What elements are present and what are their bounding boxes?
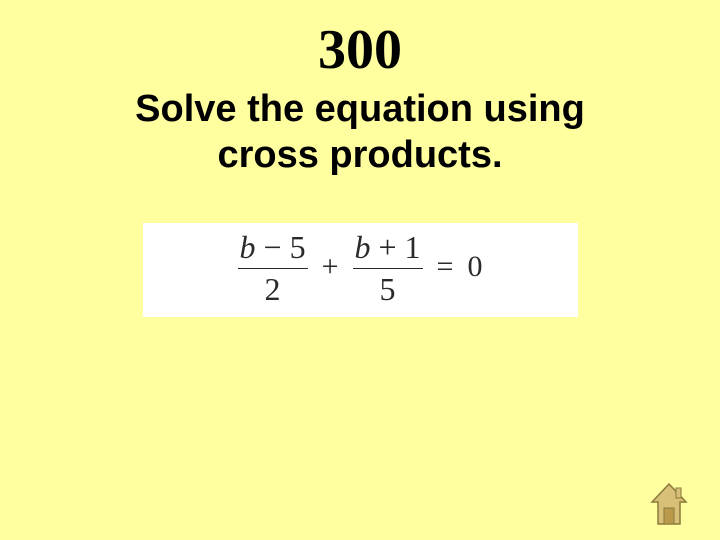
points-title: 300	[0, 18, 720, 82]
plus-operator: +	[322, 250, 339, 286]
home-button[interactable]	[646, 482, 692, 526]
equation-box: b − 5 2 + b + 1 5 = 0	[143, 223, 578, 318]
fraction-1: b − 5 2	[238, 229, 308, 308]
instruction-line2: cross products.	[217, 134, 502, 176]
instruction-line1: Solve the equation using	[135, 88, 585, 130]
fraction-2: b + 1 5	[353, 229, 423, 308]
slide-container: 300 Solve the equation using cross produ…	[0, 0, 720, 540]
house-icon	[646, 482, 692, 526]
fraction-2-numerator: b + 1	[353, 229, 423, 268]
fraction-1-numerator: b − 5	[238, 229, 308, 268]
fraction-2-denominator: 5	[353, 268, 423, 308]
instruction-text: Solve the equation using cross products.	[0, 86, 720, 179]
rhs-value: 0	[467, 250, 482, 286]
equals-operator: =	[437, 250, 454, 286]
fraction-1-denominator: 2	[238, 268, 308, 308]
